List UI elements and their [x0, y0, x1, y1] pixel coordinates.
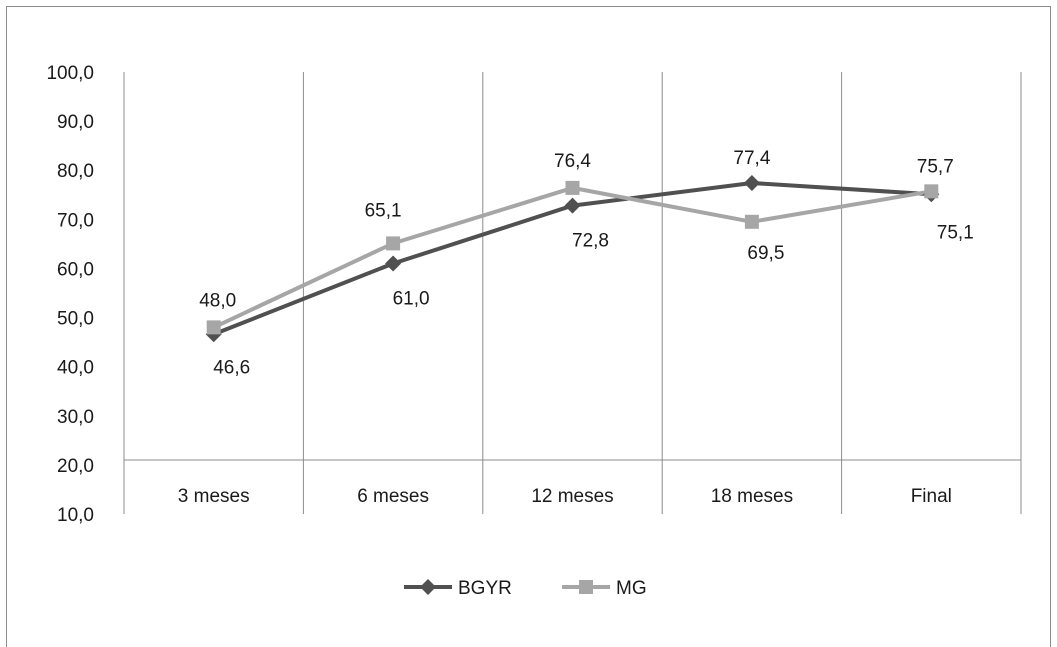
y-tick-label: 100,0 — [46, 63, 94, 84]
marker-diamond — [385, 255, 402, 272]
legend: BGYR MG — [404, 578, 647, 599]
y-axis: 10,0 20,0 30,0 40,0 50,0 60,0 70,0 80,0 90,0 100,… — [46, 63, 94, 526]
x-tick-label: 6 meses — [357, 486, 429, 507]
marker-square — [565, 180, 580, 195]
data-label-bgyr: 75,1 — [937, 222, 974, 243]
marker-diamond — [564, 197, 581, 214]
data-label-mg: 65,1 — [365, 200, 402, 221]
series-markers — [205, 174, 940, 343]
marker-square — [206, 320, 221, 335]
grid-lines — [123, 72, 1022, 514]
legend-marker-diamond — [420, 579, 436, 595]
y-tick-label: 30,0 — [57, 407, 94, 428]
y-tick-label: 60,0 — [57, 259, 94, 280]
data-label-bgyr: 46,6 — [213, 357, 250, 378]
x-tick-label: 12 meses — [531, 486, 613, 507]
y-tick-label: 10,0 — [57, 505, 94, 526]
x-tick-label: Final — [911, 486, 952, 507]
marker-square — [924, 184, 939, 199]
data-label-bgyr: 77,4 — [733, 148, 770, 169]
x-tick-label: 18 meses — [711, 486, 793, 507]
legend-label-bgyr: BGYR — [458, 578, 512, 599]
y-tick-label: 40,0 — [57, 358, 94, 379]
y-tick-label: 70,0 — [57, 210, 94, 231]
data-labels: 46,6 61,0 72,8 77,4 75,1 48,0 65,1 76,4 69,5 75,7 — [199, 148, 974, 378]
y-tick-label: 80,0 — [57, 161, 94, 182]
y-tick-label: 20,0 — [57, 456, 94, 477]
legend-marker-square — [579, 580, 593, 594]
marker-square — [386, 236, 401, 251]
marker-square — [744, 214, 759, 229]
x-tick-label: 3 meses — [178, 486, 250, 507]
data-label-bgyr: 72,8 — [572, 231, 609, 252]
marker-diamond — [743, 174, 760, 191]
data-label-bgyr: 61,0 — [393, 289, 430, 310]
data-label-mg: 48,0 — [199, 290, 236, 311]
y-tick-label: 50,0 — [57, 309, 94, 330]
data-label-mg: 69,5 — [747, 243, 784, 264]
chart-frame — [6, 6, 1051, 647]
legend-label-mg: MG — [616, 578, 647, 599]
y-tick-label: 90,0 — [57, 112, 94, 133]
data-label-mg: 76,4 — [554, 151, 591, 172]
data-label-mg: 75,7 — [917, 156, 954, 177]
x-axis: 3 meses 6 meses 12 meses 18 meses Final — [178, 486, 952, 507]
